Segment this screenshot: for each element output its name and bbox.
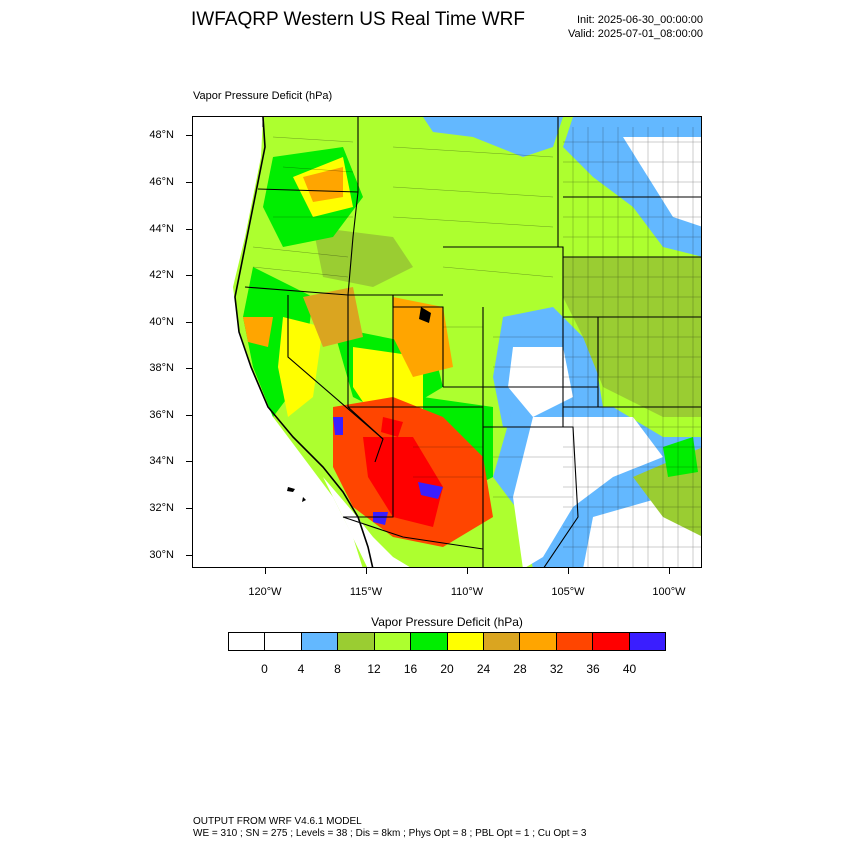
vpd-red-lake-mead: [381, 417, 403, 437]
lon-tick: [265, 568, 266, 574]
colorbar-swatch: [265, 633, 302, 650]
lon-tick: [669, 568, 670, 574]
colorbar-label: 12: [367, 662, 381, 676]
colorbar-swatch: [374, 633, 412, 650]
colorbar-swatch: [229, 633, 266, 650]
lat-tick: [186, 368, 192, 369]
lat-label: 44°N: [149, 223, 174, 235]
footer-config: WE = 310 ; SN = 275 ; Levels = 38 ; Dis …: [193, 828, 587, 839]
lon-label: 115°W: [349, 586, 383, 598]
coastline: [234, 117, 374, 567]
lon-label: 105°W: [551, 586, 585, 598]
ocean: [193, 117, 363, 567]
lat-label: 40°N: [149, 316, 174, 328]
colorbar: [228, 632, 666, 651]
lon-label: 120°W: [248, 586, 282, 598]
lat-label: 34°N: [149, 455, 174, 467]
colorbar-swatch: [301, 633, 339, 650]
baja-region: [323, 477, 410, 567]
colorbar-label: 28: [513, 662, 527, 676]
footer-model: OUTPUT FROM WRF V4.6.1 MODEL: [193, 816, 362, 827]
colorbar-label: 40: [622, 662, 637, 676]
map-panel[interactable]: [192, 116, 702, 568]
vpd-blue-north: [423, 117, 563, 157]
county-lines: [252, 127, 701, 567]
lat-tick: [186, 461, 192, 462]
vpd-olive-idaho: [313, 227, 413, 287]
colorbar-label: 36: [586, 662, 600, 676]
colorbar-label: 0: [261, 662, 268, 676]
colorbar-label: 8: [334, 662, 341, 676]
lat-tick: [186, 229, 192, 230]
colorbar-label: 20: [440, 662, 454, 676]
lat-label: 38°N: [149, 362, 174, 374]
vpd-white-colorado: [508, 347, 573, 417]
vpd-white-northeast: [623, 137, 701, 227]
colorbar-swatch: [447, 633, 484, 650]
colorbar-label: 16: [403, 662, 418, 676]
lon-tick: [467, 568, 468, 574]
lat-label: 46°N: [149, 176, 174, 188]
colorbar-label: 32: [549, 662, 564, 676]
lon-label: 100°W: [652, 586, 686, 598]
vpd-violet-phoenix: [418, 482, 443, 499]
colorbar-swatch: [338, 633, 375, 650]
great-salt-lake: [419, 307, 431, 323]
lat-tick: [186, 135, 192, 136]
colorbar-swatch: [520, 633, 557, 650]
vpd-orange-washington: [303, 167, 343, 202]
vpd-orange-california: [243, 317, 273, 347]
lat-tick: [186, 508, 192, 509]
colorbar-title: Vapor Pressure Deficit (hPa): [371, 615, 523, 629]
colorbar-swatch: [593, 633, 630, 650]
lat-label: 42°N: [149, 269, 174, 281]
lon-label: 110°W: [450, 586, 484, 598]
vpd-violet-imperial: [373, 512, 388, 525]
lat-label: 32°N: [149, 502, 174, 514]
channel-island-small: [302, 497, 306, 502]
variable-label: Vapor Pressure Deficit (hPa): [193, 90, 333, 102]
colorbar-swatch: [483, 633, 521, 650]
lon-tick: [366, 568, 367, 574]
init-time: Init: 2025-06-30_00:00:00: [577, 14, 703, 26]
vpd-orange-utah: [393, 297, 453, 377]
colorbar-swatch: [556, 633, 594, 650]
page-title: IWFAQRP Western US Real Time WRF: [191, 9, 525, 30]
lat-tick: [186, 322, 192, 323]
colorbar-label: 4: [297, 662, 305, 676]
vpd-yellow-nevada: [353, 347, 423, 417]
lat-label: 48°N: [149, 129, 174, 141]
colorbar-swatch: [411, 633, 448, 650]
colorbar-swatch: [629, 633, 666, 650]
valid-time: Valid: 2025-07-01_08:00:00: [568, 28, 703, 40]
colorbar-label: 24: [476, 662, 491, 676]
lat-label: 30°N: [149, 549, 174, 561]
vpd-map: [193, 117, 701, 567]
vpd-yellow-california: [278, 317, 323, 417]
lat-tick: [186, 415, 192, 416]
lat-tick: [186, 275, 192, 276]
lat-label: 36°N: [149, 409, 174, 421]
vpd-violet-death-valley: [333, 417, 343, 435]
lat-tick: [186, 182, 192, 183]
lat-tick: [186, 555, 192, 556]
channel-islands: [287, 487, 295, 492]
vpd-red-desert: [363, 437, 443, 527]
lon-tick: [568, 568, 569, 574]
